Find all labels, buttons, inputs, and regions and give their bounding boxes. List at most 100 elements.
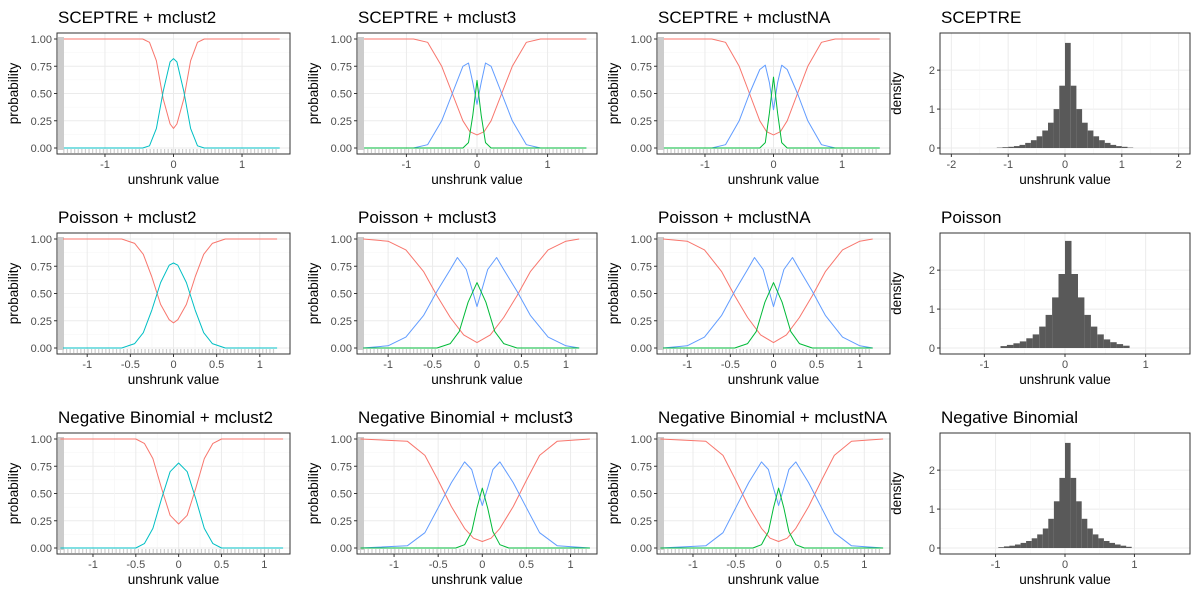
y-tick-label: 0.00 bbox=[331, 543, 352, 555]
histogram-bar bbox=[1039, 326, 1046, 348]
y-tick-label: 0.75 bbox=[31, 461, 52, 473]
y-tick-label: 0.75 bbox=[331, 461, 352, 473]
x-tick-label: -0.5 bbox=[126, 559, 145, 571]
series-line-red bbox=[63, 238, 278, 324]
y-axis-label: probability bbox=[606, 262, 621, 324]
histogram-bar bbox=[1048, 518, 1054, 548]
y-axis-label: density bbox=[889, 272, 904, 315]
x-axis-label: unshrunk value bbox=[431, 172, 523, 187]
histogram-bar bbox=[1019, 144, 1026, 148]
x-tick-label: 1 bbox=[239, 159, 245, 171]
y-tick-label: 0 bbox=[929, 143, 935, 155]
histogram-bar bbox=[1053, 109, 1060, 148]
x-tick-label: -1 bbox=[88, 559, 98, 571]
series-line-blue bbox=[364, 62, 587, 149]
y-tick-label: 0.25 bbox=[31, 516, 52, 528]
x-tick-label: -0.5 bbox=[721, 359, 740, 371]
x-tick-label: -1 bbox=[688, 559, 698, 571]
histogram-bar bbox=[1052, 297, 1059, 348]
x-axis-label: unshrunk value bbox=[728, 172, 820, 187]
y-tick-label: 0.50 bbox=[331, 489, 352, 501]
rug-left bbox=[58, 237, 64, 350]
y-axis-label: probability bbox=[6, 62, 21, 124]
rug-marks bbox=[58, 437, 281, 553]
x-tick-label: -0.5 bbox=[429, 559, 448, 571]
y-tick-label: 2 bbox=[929, 465, 935, 477]
histogram-bar bbox=[1097, 334, 1104, 348]
series-line-green bbox=[363, 282, 580, 349]
x-tick-label: 0.5 bbox=[214, 559, 229, 571]
y-tick-label: 1.00 bbox=[31, 234, 52, 246]
rug-left bbox=[58, 437, 64, 550]
y-tick-label: 0.00 bbox=[631, 543, 652, 555]
x-tick-label: 1 bbox=[1119, 159, 1125, 171]
y-tick-label: 1.00 bbox=[331, 34, 352, 46]
x-axis-label: unshrunk value bbox=[728, 372, 820, 387]
histogram-bar bbox=[1099, 140, 1105, 148]
x-tick-label: -1 bbox=[389, 559, 399, 571]
rug-marks bbox=[358, 37, 584, 153]
x-axis-label: unshrunk value bbox=[1019, 572, 1111, 587]
chart-panel-8: 0 1 2 -1 0 1 Poisson unshrunk value density bbox=[889, 208, 1191, 387]
y-tick-label: 0.50 bbox=[331, 289, 352, 301]
y-axis-label: probability bbox=[606, 62, 621, 124]
x-tick-label: 1 bbox=[1143, 359, 1149, 371]
y-tick-label: 0.75 bbox=[331, 261, 352, 273]
x-tick-label: 1 bbox=[545, 159, 551, 171]
series-line-red bbox=[660, 438, 884, 542]
y-axis-label: probability bbox=[6, 262, 21, 324]
chart-title: Negative Binomial + mclust3 bbox=[358, 408, 573, 427]
x-tick-label: -0.5 bbox=[423, 359, 442, 371]
rug-marks bbox=[658, 37, 877, 153]
histogram-bar bbox=[1092, 534, 1099, 548]
y-tick-label: 0.25 bbox=[331, 116, 352, 128]
y-tick-label: 0.50 bbox=[631, 89, 652, 101]
x-tick-label: -1 bbox=[682, 359, 692, 371]
x-tick-label: 1 bbox=[1131, 559, 1137, 571]
chart-panel-9: 0.00 0.25 0.50 0.75 1.00 -1 -0.5 0 0.5 1 Negative … bbox=[6, 408, 291, 587]
histogram-bar bbox=[1076, 501, 1082, 548]
x-tick-label: -0.5 bbox=[726, 559, 745, 571]
y-tick-label: 1 bbox=[929, 504, 935, 516]
y-tick-label: 0.75 bbox=[31, 261, 52, 273]
histogram-bar bbox=[1120, 545, 1127, 548]
histogram-bar bbox=[1020, 542, 1027, 548]
histogram-bar bbox=[1076, 109, 1083, 148]
histogram-bar bbox=[1065, 240, 1072, 348]
histogram-bar bbox=[1126, 546, 1132, 548]
y-axis-label: probability bbox=[606, 462, 621, 524]
chart-title: Poisson + mclust3 bbox=[358, 208, 496, 227]
x-tick-label: 0 bbox=[170, 159, 176, 171]
x-tick-label: 0 bbox=[479, 559, 485, 571]
rug-marks bbox=[358, 237, 577, 353]
x-tick-label: 0.5 bbox=[519, 559, 534, 571]
histogram-bar bbox=[1036, 136, 1043, 148]
chart-title: Negative Binomial + mclust2 bbox=[58, 408, 273, 427]
chart-title: Poisson bbox=[941, 208, 1001, 227]
y-tick-label: 1.00 bbox=[31, 34, 52, 46]
y-tick-label: 1.00 bbox=[331, 434, 352, 446]
chart-panel-10: 0.00 0.25 0.50 0.75 1.00 -1 -0.5 0 0.5 1 Negative … bbox=[306, 408, 598, 587]
histogram-bar bbox=[1110, 144, 1117, 148]
x-axis-label: unshrunk value bbox=[431, 572, 523, 587]
series-line-blue bbox=[660, 461, 884, 549]
x-tick-label: 2 bbox=[1176, 159, 1182, 171]
rug-marks bbox=[358, 437, 587, 553]
histogram-bar bbox=[1070, 477, 1077, 548]
series-line-blue bbox=[363, 257, 580, 349]
y-tick-label: 0.25 bbox=[331, 516, 352, 528]
chart-panel-7: 0.00 0.25 0.50 0.75 1.00 -1 -0.5 0 0.5 1 Poisson +… bbox=[606, 208, 891, 387]
rug-left bbox=[358, 237, 364, 350]
x-tick-label: 0 bbox=[776, 559, 782, 571]
histogram-bar bbox=[1081, 518, 1088, 548]
series-line-teal bbox=[60, 462, 284, 549]
y-tick-label: 0.25 bbox=[31, 316, 52, 328]
histogram-bar bbox=[1110, 342, 1117, 348]
histogram-bar bbox=[1121, 146, 1128, 148]
histogram-bar bbox=[1087, 528, 1093, 548]
y-tick-label: 1 bbox=[929, 304, 935, 316]
histogram-bar bbox=[1093, 136, 1100, 148]
x-tick-label: -1 bbox=[700, 159, 710, 171]
y-axis-label: probability bbox=[6, 462, 21, 524]
